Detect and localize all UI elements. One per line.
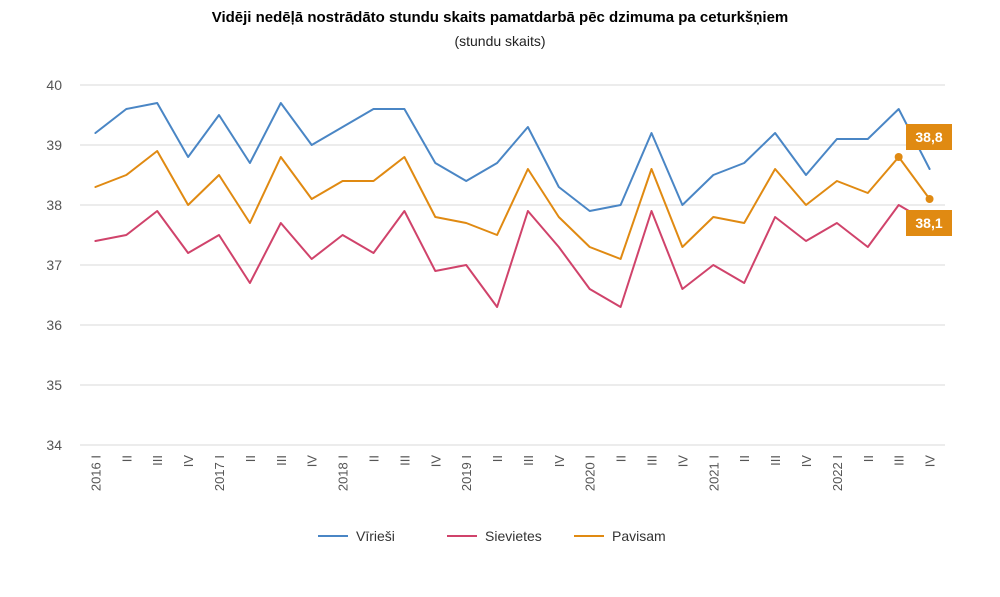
callout-marker bbox=[894, 153, 903, 161]
series-line-2 bbox=[94, 150, 931, 260]
x-tick-label: 2020 I bbox=[583, 455, 598, 491]
y-tick-label: 40 bbox=[46, 77, 62, 93]
legend-label: Vīrieši bbox=[356, 528, 395, 544]
x-tick-label: IV bbox=[923, 455, 938, 468]
x-tick-label: II bbox=[614, 455, 629, 462]
x-tick-label: IV bbox=[428, 455, 443, 468]
x-tick-label: III bbox=[892, 455, 907, 466]
legend: Vīrieši Sievietes Pavisam bbox=[318, 528, 666, 544]
x-tick-label: II bbox=[243, 455, 258, 462]
x-tick-label: 2019 I bbox=[459, 455, 474, 491]
x-tick-label: IV bbox=[181, 455, 196, 468]
y-tick-label: 36 bbox=[46, 317, 62, 333]
x-tick-label: IV bbox=[675, 455, 690, 468]
x-tick-label: 2016 I bbox=[88, 455, 103, 491]
x-tick-label: II bbox=[490, 455, 505, 462]
callout-label: 38,1 bbox=[915, 215, 942, 231]
legend-label: Sievietes bbox=[485, 528, 542, 544]
x-tick-label: 2021 I bbox=[706, 455, 721, 491]
chart-subtitle: (stundu skaits) bbox=[454, 33, 545, 49]
x-tick-label: III bbox=[521, 455, 536, 466]
legend-label: Pavisam bbox=[612, 528, 666, 544]
callout-box bbox=[906, 124, 952, 150]
y-tick-label: 34 bbox=[46, 437, 62, 453]
x-tick-label: IV bbox=[799, 455, 814, 468]
x-tick-label: IV bbox=[305, 455, 320, 468]
chart-title: Vidēji nedēļā nostrādāto stundu skaits p… bbox=[212, 9, 789, 26]
callouts: 38,8 38,1 bbox=[894, 124, 952, 236]
x-tick-label: II bbox=[119, 455, 134, 462]
x-tick-label: III bbox=[274, 455, 289, 466]
y-tick-label: 38 bbox=[46, 197, 62, 213]
callout-label: 38,8 bbox=[915, 129, 942, 145]
x-tick-label: 2017 I bbox=[212, 455, 227, 491]
y-tick-label: 37 bbox=[46, 257, 62, 273]
x-tick-label: 2018 I bbox=[336, 455, 351, 491]
series-line-0 bbox=[94, 102, 931, 212]
x-tick-label: III bbox=[150, 455, 165, 466]
x-tick-label: 2022 I bbox=[830, 455, 845, 491]
x-tick-label: III bbox=[645, 455, 660, 466]
grid bbox=[80, 84, 945, 446]
x-tick-label: IV bbox=[552, 455, 567, 468]
y-tick-label: 35 bbox=[46, 377, 62, 393]
x-tick-label: III bbox=[768, 455, 783, 466]
y-tick-label: 39 bbox=[46, 137, 62, 153]
series-lines bbox=[94, 102, 931, 308]
callout-marker bbox=[925, 195, 934, 203]
x-tick-label: II bbox=[737, 455, 752, 462]
x-axis-ticks: 2016 I II III IV 2017 I II III IV 2018 I II III IV 2… bbox=[88, 455, 937, 491]
x-tick-label: II bbox=[366, 455, 381, 462]
y-axis-ticks: 40 39 38 37 36 35 34 bbox=[46, 77, 62, 453]
x-tick-label: III bbox=[397, 455, 412, 466]
series-line-1 bbox=[94, 204, 931, 308]
x-tick-label: II bbox=[861, 455, 876, 462]
callout-box bbox=[906, 210, 952, 236]
